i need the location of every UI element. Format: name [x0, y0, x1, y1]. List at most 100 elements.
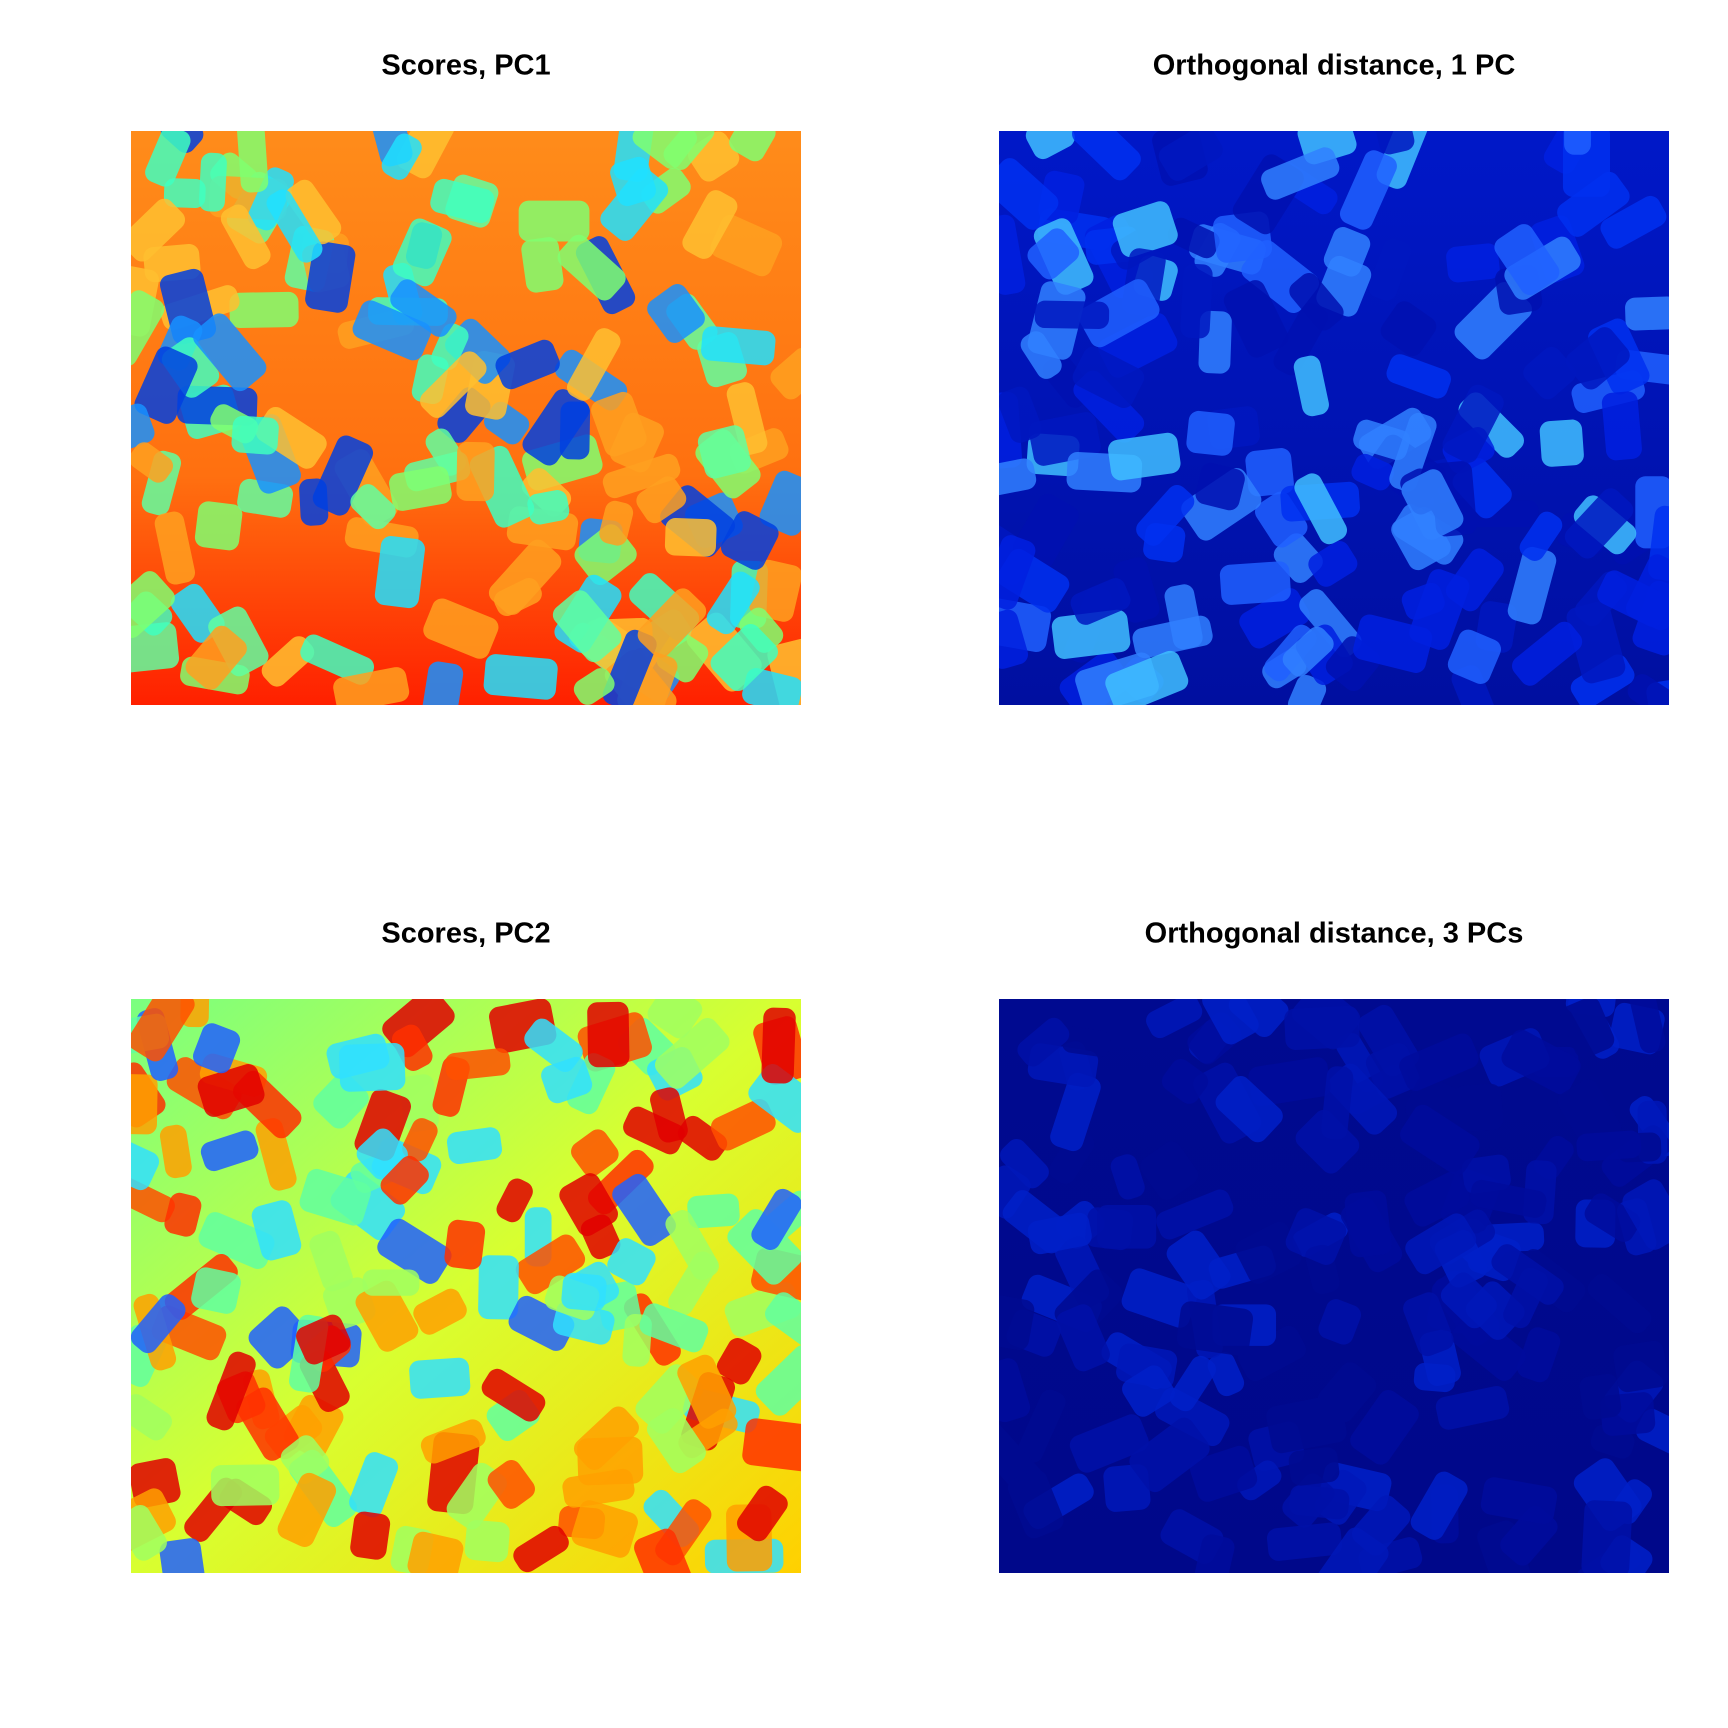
pellet: [726, 382, 768, 455]
pellet: [299, 1168, 371, 1226]
panel-title: Orthogonal distance, 1 PC: [1153, 50, 1516, 82]
pellet: [1193, 1534, 1235, 1573]
pellet: [1600, 195, 1667, 249]
pellet: [1105, 650, 1189, 705]
pellet: [1266, 1395, 1347, 1454]
pellet: [665, 1210, 719, 1281]
pellet: [1564, 131, 1591, 155]
pellet: [1161, 1059, 1209, 1104]
pellet: [1282, 626, 1334, 677]
pellet: [1557, 171, 1630, 237]
pellet: [131, 999, 195, 1062]
pellet: [1248, 1057, 1331, 1107]
pellet: [1491, 1244, 1564, 1305]
pellet: [380, 1155, 429, 1205]
pellet: [1297, 131, 1357, 165]
pellet: [1017, 1389, 1066, 1463]
pellet: [1261, 147, 1340, 200]
pellet: [496, 1178, 533, 1223]
pellet: [1451, 1311, 1526, 1381]
pellet: [1480, 1477, 1558, 1524]
pellet: [355, 1280, 419, 1352]
pellet: [1566, 601, 1626, 684]
pellet: [296, 1314, 351, 1365]
panel-title: Scores, PC2: [381, 918, 550, 950]
pellet: [1501, 1029, 1581, 1095]
pellet: [192, 1023, 241, 1074]
pellet: [515, 1234, 586, 1295]
pellet: [1440, 1272, 1497, 1329]
pellet: [420, 351, 487, 418]
pellet: [339, 1043, 406, 1092]
pellet: [1294, 473, 1348, 545]
pellet: [131, 442, 174, 483]
pellet: [1622, 1179, 1669, 1250]
pellet: [1156, 1189, 1234, 1240]
pellet: [1470, 1179, 1547, 1218]
panel-title: Orthogonal distance, 3 PCs: [1145, 918, 1524, 950]
pellet: [1051, 609, 1131, 659]
pellet: [1007, 1470, 1064, 1539]
pellet: [1353, 614, 1433, 673]
pellet: [1121, 1268, 1198, 1328]
pellet: [1189, 1445, 1258, 1502]
pellet: [1207, 1352, 1245, 1397]
pellet: [557, 234, 626, 301]
pellet: [1072, 346, 1145, 409]
pellet: [409, 1357, 471, 1399]
pellet: [1576, 1130, 1642, 1162]
pellet: [1321, 1066, 1354, 1140]
pellet: [571, 1129, 619, 1177]
pellet: [163, 178, 206, 208]
pellet: [1507, 546, 1557, 625]
pellet: [131, 403, 155, 450]
pellet: [634, 1528, 692, 1573]
pellet: [1400, 1104, 1480, 1175]
pellet: [716, 1337, 762, 1385]
pellet: [131, 1140, 160, 1191]
pellet: [430, 178, 495, 224]
pellet: [527, 490, 570, 525]
pellet: [1353, 419, 1411, 461]
pellet: [495, 339, 560, 390]
pellet: [1180, 263, 1213, 339]
pellet: [131, 198, 186, 262]
pellet: [1404, 1171, 1470, 1227]
pellet: [623, 1106, 685, 1155]
pellet: [1368, 238, 1412, 301]
pellet: [1351, 453, 1394, 491]
image-content: [131, 999, 801, 1573]
pellet: [599, 500, 634, 546]
pellet: [389, 466, 452, 511]
pellet: [1584, 1193, 1641, 1242]
pellet: [571, 1500, 638, 1558]
pellet: [521, 237, 564, 293]
pellet: [464, 1520, 510, 1563]
pellet: [220, 204, 271, 270]
pellet: [1195, 462, 1245, 511]
pellet: [159, 1124, 192, 1179]
pellet: [1435, 1385, 1510, 1430]
pellet: [1027, 1212, 1092, 1255]
pellet: [1164, 584, 1203, 650]
pellet: [1025, 131, 1075, 160]
pellet: [1539, 419, 1584, 467]
pellet: [1110, 1154, 1145, 1200]
pellet: [1318, 1299, 1362, 1345]
pellet: [765, 1292, 801, 1347]
pellet: [1380, 301, 1437, 357]
pellet: [494, 578, 542, 617]
pellet: [1129, 1417, 1210, 1493]
pellet: [706, 571, 760, 635]
pellet: [154, 511, 196, 585]
pellet: [191, 1267, 241, 1314]
pellet: [1215, 1076, 1283, 1143]
pellet: [999, 535, 1036, 610]
pellet: [1494, 224, 1560, 296]
pellet: [277, 1472, 337, 1547]
pellet: [646, 1408, 706, 1474]
pellet: [1140, 1141, 1199, 1200]
pellet: [1285, 1208, 1347, 1265]
image-content: [999, 131, 1669, 705]
